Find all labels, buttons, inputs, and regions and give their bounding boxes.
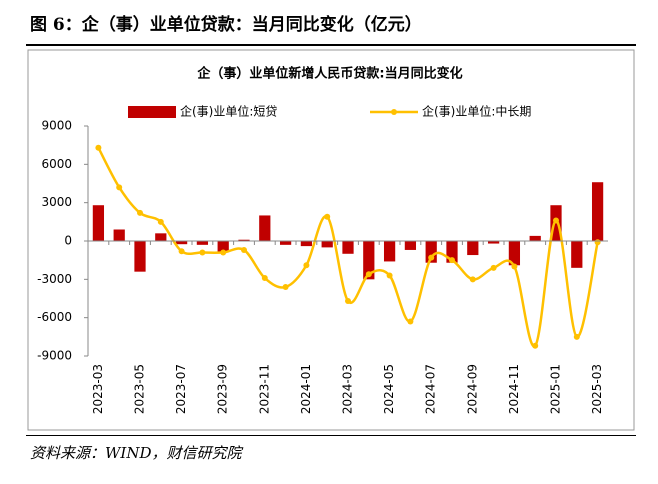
y-tick-label: -6000 bbox=[37, 310, 72, 324]
x-tick-label: 2024-03 bbox=[341, 364, 355, 414]
line-point bbox=[261, 275, 268, 282]
y-tick-label: 9000 bbox=[41, 119, 72, 133]
chart-title: 企（事）业单位新增人民币贷款:当月同比变化 bbox=[196, 66, 462, 82]
x-tick-label: 2023-07 bbox=[174, 364, 188, 414]
line-point bbox=[157, 218, 164, 225]
x-tick-label: 2023-03 bbox=[91, 364, 105, 414]
bar bbox=[217, 241, 229, 253]
line-point bbox=[199, 249, 206, 256]
line-point bbox=[324, 213, 331, 220]
x-tick-label: 2024-11 bbox=[507, 364, 521, 414]
bar bbox=[196, 241, 209, 245]
bar bbox=[238, 239, 250, 241]
x-tick-label: 2025-01 bbox=[549, 364, 563, 414]
figure-heading: 图 6：企（事）业单位贷款：当月同比变化（亿元） bbox=[30, 15, 422, 35]
line-point bbox=[573, 333, 580, 340]
bar bbox=[92, 205, 105, 241]
x-tick-label: 2024-05 bbox=[382, 364, 396, 414]
y-tick-label: -9000 bbox=[37, 349, 72, 363]
bar bbox=[279, 241, 292, 245]
line-point bbox=[137, 209, 143, 216]
line-point bbox=[511, 263, 518, 270]
line-point bbox=[553, 217, 559, 224]
bar bbox=[446, 241, 458, 263]
bar bbox=[175, 241, 188, 245]
legend-swatch bbox=[128, 106, 176, 118]
bar bbox=[321, 241, 333, 248]
bar bbox=[363, 241, 375, 280]
bar bbox=[113, 229, 125, 241]
x-tick-label: 2024-07 bbox=[424, 364, 438, 414]
rule bbox=[26, 435, 636, 436]
line-point bbox=[345, 298, 351, 305]
bar bbox=[529, 235, 541, 241]
y-tick-label: 3000 bbox=[41, 195, 72, 209]
y-tick-label: 0 bbox=[64, 234, 72, 248]
y-tick-label: -3000 bbox=[37, 272, 72, 286]
line-point bbox=[532, 342, 539, 349]
line-point bbox=[365, 271, 372, 278]
rule bbox=[26, 44, 636, 46]
bar bbox=[487, 241, 500, 244]
bar bbox=[508, 241, 521, 266]
line-point bbox=[220, 249, 227, 256]
x-tick-label: 2024-01 bbox=[299, 364, 313, 414]
bar bbox=[571, 241, 583, 268]
line-point bbox=[303, 262, 310, 269]
line-point bbox=[116, 184, 123, 191]
bar bbox=[134, 241, 146, 272]
x-tick-label: 2024-09 bbox=[465, 364, 479, 414]
line-point bbox=[469, 276, 476, 283]
legend-label: 企(事)业单位:中长期 bbox=[422, 104, 531, 119]
chart-frame bbox=[27, 49, 635, 431]
bar bbox=[404, 241, 417, 250]
bar bbox=[155, 233, 167, 241]
line-point bbox=[386, 272, 393, 279]
bar bbox=[342, 241, 354, 254]
x-tick-label: 2023-11 bbox=[257, 364, 271, 414]
line-point bbox=[282, 284, 289, 290]
line-point bbox=[241, 246, 247, 253]
bar bbox=[300, 241, 313, 247]
bar bbox=[591, 182, 604, 241]
bar bbox=[383, 241, 396, 262]
bar bbox=[425, 241, 437, 263]
line-point bbox=[449, 257, 455, 264]
bar bbox=[259, 215, 271, 241]
legend-label: 企(事)业单位:短贷 bbox=[180, 104, 277, 119]
y-tick-label: 6000 bbox=[41, 157, 72, 171]
source-note: 资料来源：WIND，财信研究院 bbox=[30, 444, 242, 462]
line-point bbox=[428, 254, 435, 261]
line-point bbox=[95, 144, 102, 151]
x-tick-label: 2023-09 bbox=[216, 364, 230, 414]
line-point bbox=[407, 318, 414, 325]
x-tick-label: 2023-05 bbox=[133, 364, 147, 414]
line-point bbox=[490, 264, 497, 271]
x-tick-label: 2025-03 bbox=[590, 364, 604, 414]
chart: 企（事）业单位新增人民币贷款:当月同比变化 -9000 -6000 -3000 0 30… bbox=[27, 49, 635, 431]
legend-swatch bbox=[391, 109, 397, 115]
bar bbox=[467, 241, 479, 256]
line-point bbox=[594, 239, 601, 246]
line-point bbox=[178, 248, 185, 255]
